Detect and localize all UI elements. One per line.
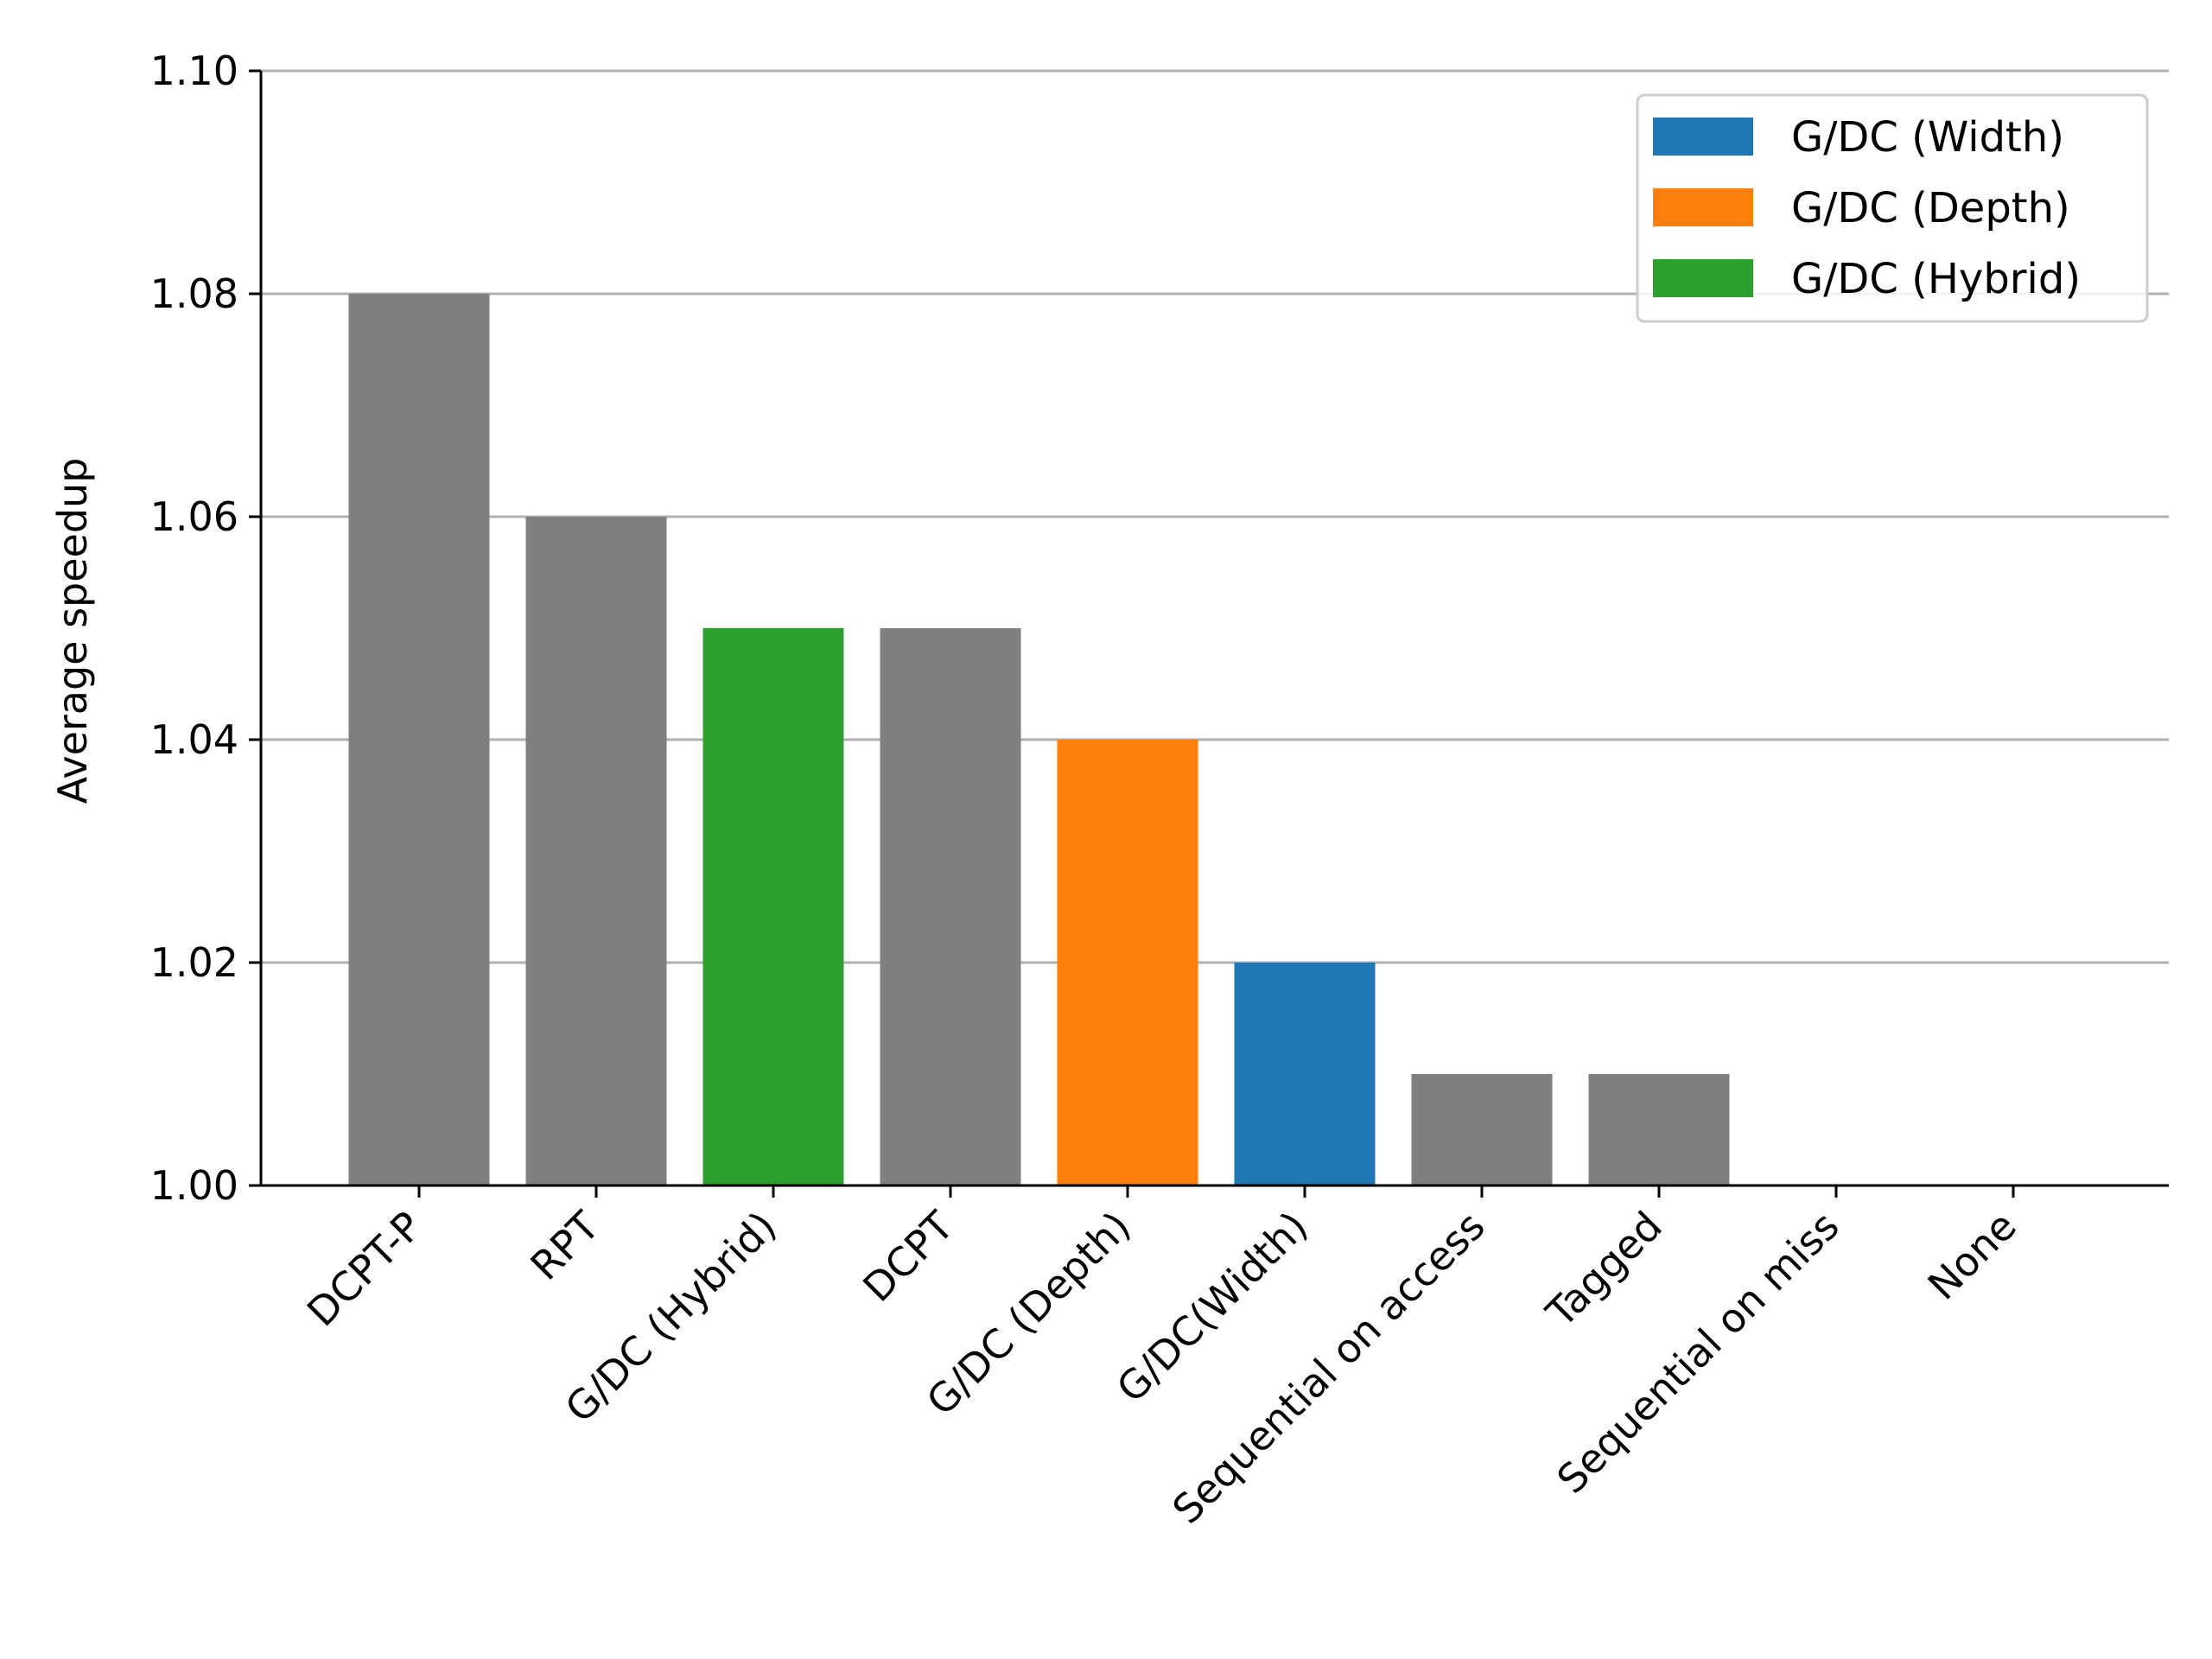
bar-tagged [1588, 1074, 1730, 1185]
y-tick-label: 1.02 [150, 939, 238, 986]
legend: G/DC (Width) G/DC (Depth) G/DC (Hybrid) [1636, 93, 2149, 323]
legend-swatch [1653, 259, 1753, 297]
legend-label: G/DC (Depth) [1791, 184, 2070, 232]
bar-dcpt [880, 628, 1021, 1185]
x-tick-label: Sequential on access [1163, 1203, 1493, 1533]
bar-sequential-on-access [1411, 1074, 1553, 1185]
y-axis-label: Average speedup [49, 458, 96, 804]
y-tick-label: 1.04 [150, 716, 238, 763]
bar-g-dc-depth [1057, 740, 1198, 1185]
y-tick-label: 1.06 [150, 493, 238, 540]
x-tick-label: RPT [522, 1202, 609, 1289]
legend-label: G/DC (Hybrid) [1791, 255, 2081, 303]
legend-swatch [1653, 118, 1753, 156]
y-tick-label: 1.08 [150, 270, 238, 317]
bar-dcpt-p [348, 294, 490, 1185]
legend-box [1636, 93, 2149, 323]
x-tick-label: Tagged [1537, 1203, 1671, 1337]
legend-label: G/DC (Width) [1791, 113, 2064, 162]
bar-g-dc-width [1234, 963, 1376, 1185]
y-tick-label: 1.10 [150, 48, 238, 94]
bar-g-dc-hybrid [702, 628, 844, 1185]
bars [348, 294, 1730, 1185]
legend-swatch [1653, 188, 1753, 226]
x-tick-label: DCPT-P [298, 1203, 431, 1336]
bar-rpt [525, 517, 667, 1185]
x-tick-label: DCPT [854, 1202, 963, 1311]
x-tick-label: None [1919, 1203, 2025, 1309]
y-tick-label: 1.00 [150, 1162, 238, 1209]
